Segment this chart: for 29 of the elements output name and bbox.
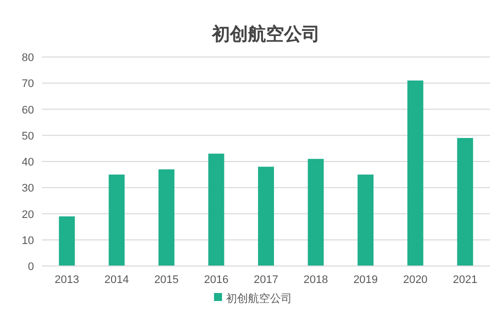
x-tick-label: 2019	[353, 274, 378, 286]
y-tick-label: 80	[22, 52, 34, 64]
bar	[58, 216, 75, 266]
y-tick-label: 20	[22, 208, 34, 221]
legend-label: 初创航空公司	[226, 292, 292, 305]
bar	[258, 166, 274, 266]
bar	[208, 154, 224, 266]
bar	[407, 80, 424, 266]
bar	[108, 174, 125, 266]
y-tick-label: 70	[22, 78, 34, 90]
x-tick-label: 2017	[254, 274, 278, 286]
y-tick-label: 40	[22, 156, 34, 168]
chart-title: 初创航空公司	[211, 24, 320, 44]
bar	[158, 169, 174, 266]
x-tick-label: 2020	[403, 274, 428, 286]
x-tick-label: 2018	[304, 274, 328, 286]
x-tick-label: 2015	[154, 274, 179, 286]
bar	[457, 138, 474, 266]
y-tick-label: 50	[22, 130, 34, 142]
y-tick-label: 30	[22, 182, 34, 195]
bar	[308, 158, 324, 266]
x-tick-label: 2013	[54, 274, 80, 286]
x-tick-label: 2014	[104, 274, 129, 286]
x-tick-label: 2016	[204, 274, 228, 286]
bar	[358, 174, 374, 266]
x-tick-label: 2021	[452, 274, 478, 286]
y-tick-label: 60	[22, 104, 34, 116]
y-tick-label: 0	[28, 261, 34, 273]
y-tick-label: 10	[22, 234, 34, 247]
